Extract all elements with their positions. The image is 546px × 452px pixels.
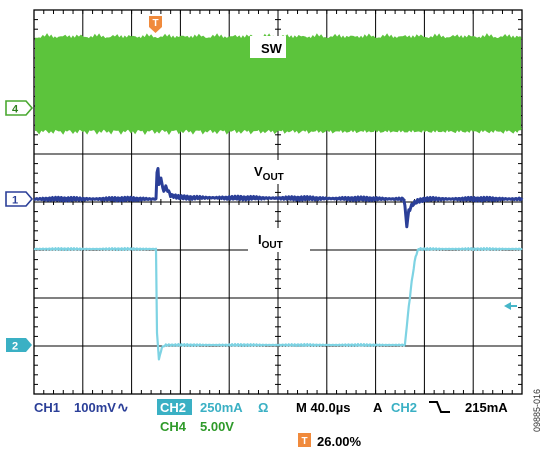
trigger-level-arrow	[504, 302, 517, 310]
ch4-scale: 5.00V	[200, 419, 234, 434]
trace-sw-bottom-edge	[35, 124, 523, 135]
readout-row-1: CH1 100mV ∿ CH2 250mA Ω M 40.0µs A CH2 2…	[34, 399, 508, 415]
trace-label-vout-sub: OUT	[263, 172, 284, 183]
readout-row-3: T 26.00%	[298, 433, 362, 449]
trigger-mode: A	[373, 400, 383, 415]
trace-label-vout: VOUT	[248, 160, 300, 184]
channel-marker-2: 2	[6, 338, 32, 353]
channel-marker-1-label: 1	[12, 195, 18, 207]
trace-label-iout-main: I	[258, 232, 262, 247]
trace-label-iout: IOUT	[248, 228, 310, 252]
channel-marker-4: 4	[5, 100, 34, 116]
svg-text:IOUT: IOUT	[258, 232, 283, 251]
trigger-level: 215mA	[465, 400, 508, 415]
trace-label-iout-sub: OUT	[262, 240, 283, 251]
plot-area	[33, 9, 524, 395]
trigger-position-icon-letter: T	[301, 436, 307, 447]
readout-row-2: CH4 5.00V	[160, 419, 234, 434]
svg-text:VOUT: VOUT	[254, 164, 284, 183]
ch1-label: CH1	[34, 400, 60, 415]
trigger-channel: CH2	[391, 400, 417, 415]
trigger-position-marker: T	[149, 16, 162, 33]
ch4-label: CH4	[160, 419, 187, 434]
channel-marker-1: 1	[5, 191, 34, 207]
channel-marker-4-label: 4	[12, 104, 19, 116]
trigger-position: 26.00%	[317, 434, 362, 449]
ch2-scale: 250mA	[200, 400, 243, 415]
channel-marker-2-label: 2	[12, 341, 18, 353]
trace-label-vout-main: V	[254, 164, 263, 179]
trace-label-sw-text: SW	[261, 41, 283, 56]
ch1-coupling-icon: ∿	[117, 399, 129, 415]
ch1-scale: 100mV	[74, 400, 116, 415]
trace-label-sw: SW	[250, 36, 286, 58]
figure-id: 09885-016	[532, 389, 542, 432]
ch2-label-box	[157, 399, 192, 415]
trigger-position-icon	[298, 433, 311, 447]
trigger-marker-letter: T	[152, 18, 158, 29]
trace-iout	[33, 247, 523, 361]
ch2-unit: Ω	[258, 400, 268, 415]
trigger-slope-icon	[429, 401, 450, 413]
ch2-label: CH2	[160, 400, 186, 415]
timebase: M 40.0µs	[296, 400, 350, 415]
trace-vout	[33, 167, 524, 229]
